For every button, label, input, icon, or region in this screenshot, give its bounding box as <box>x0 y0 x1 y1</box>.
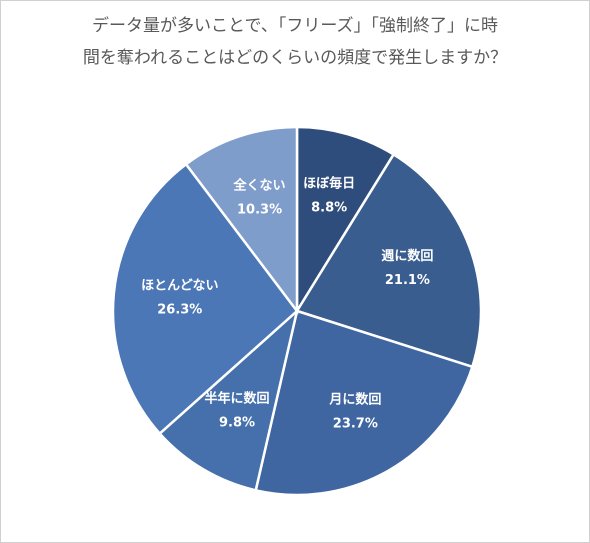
slice-label: ほぼ毎日 <box>303 176 355 192</box>
value-label: 23.7% <box>333 416 378 431</box>
pie-slice <box>157 307 300 492</box>
slice-label: 半年に数回 <box>205 390 270 406</box>
value-label: 8.8% <box>311 201 347 216</box>
pie-slice <box>111 162 299 436</box>
pie-slice <box>254 309 474 497</box>
chart-title: 間を奪われることはどのくらいの頻度で発生しますか？ <box>83 48 507 68</box>
pie-slice <box>184 125 299 315</box>
value-label: 10.3% <box>237 202 282 217</box>
pie-slice <box>295 152 483 369</box>
value-label: 26.3% <box>157 303 202 318</box>
value-label: 21.1% <box>385 273 430 288</box>
slice-label: 月に数回 <box>328 391 381 407</box>
value-label: 9.8% <box>219 415 255 430</box>
slice-label: 週に数回 <box>381 248 433 264</box>
slice-label: 全くない <box>233 177 286 193</box>
chart-title: データ量が多いことで、「フリーズ」「強制終了」に時 <box>92 15 498 36</box>
slice-label: ほとんどない <box>141 279 218 294</box>
pie-slice <box>295 125 396 316</box>
